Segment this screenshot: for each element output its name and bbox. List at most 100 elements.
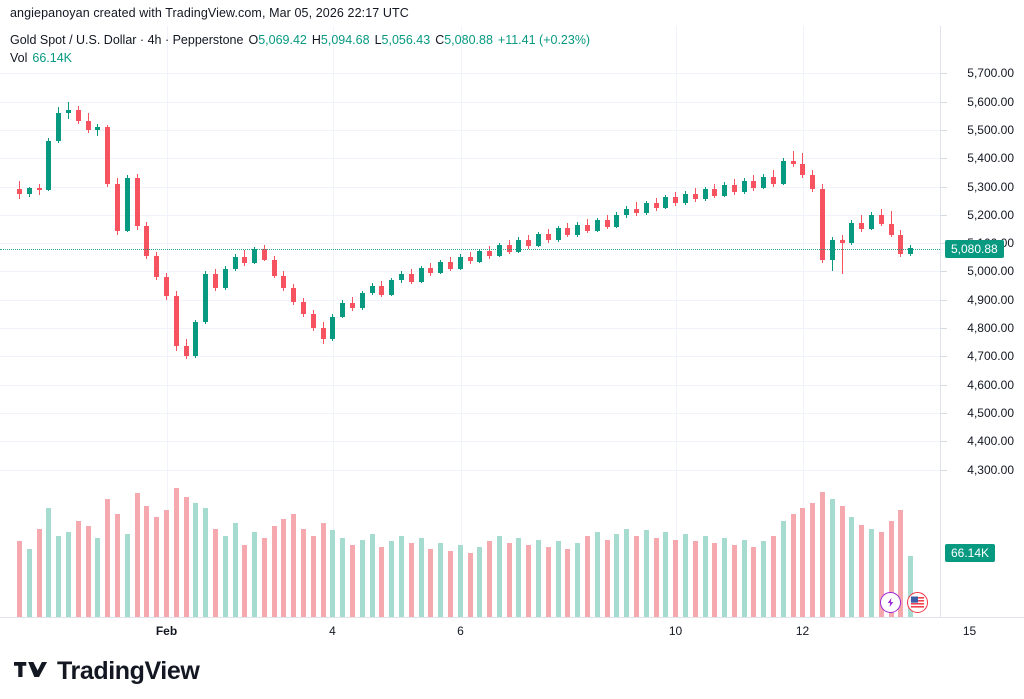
grid-line-horizontal [0, 187, 940, 188]
current-price-line [0, 248, 940, 250]
volume-bar [252, 532, 257, 617]
volume-bar [448, 550, 453, 617]
time-tick-label: 6 [457, 624, 464, 638]
candle-body [663, 197, 668, 208]
volume-bar [634, 535, 639, 617]
volume-bar [791, 513, 796, 617]
candle-body [477, 251, 482, 262]
volume-bar [546, 546, 551, 617]
price-tick-dash [941, 300, 947, 301]
candle-body [830, 240, 835, 261]
candle-body [869, 214, 874, 229]
candle-body [771, 176, 776, 184]
volume-bar [908, 556, 913, 617]
candle-body [497, 245, 502, 256]
candle-body [624, 208, 629, 215]
volume-bar [409, 543, 414, 617]
price-tick-dash [941, 73, 947, 74]
volume-bar [820, 491, 825, 617]
volume-bar [86, 525, 91, 617]
volume-bar [17, 541, 22, 617]
volume-bar [428, 548, 433, 617]
candle-body [507, 245, 512, 252]
volume-bar [703, 535, 708, 617]
lightning-bolt-icon[interactable] [880, 592, 901, 613]
volume-bar [654, 537, 659, 617]
candle-body [810, 175, 815, 190]
grid-line-horizontal [0, 356, 940, 357]
volume-bar [497, 535, 502, 617]
current-price-badge: 5,080.88 [945, 239, 1004, 258]
candle-body [516, 239, 521, 252]
candle-body [712, 189, 717, 196]
volume-bar [76, 521, 81, 617]
candle-body [791, 161, 796, 164]
candle-body [135, 178, 140, 227]
candle-body [164, 277, 169, 297]
volume-bar [223, 535, 228, 617]
volume-bar [438, 543, 443, 617]
time-axis[interactable]: Feb4610121518202426Mar46 [0, 617, 1024, 644]
volume-bar [330, 530, 335, 617]
grid-line-horizontal [0, 215, 940, 216]
volume-bar [761, 541, 766, 617]
candle-body [193, 322, 198, 357]
volume-bar [174, 488, 179, 617]
candle-body [350, 302, 355, 309]
price-tick-dash [941, 215, 947, 216]
candle-body [184, 346, 189, 357]
volume-bar [683, 534, 688, 617]
volume-bar [37, 528, 42, 617]
grid-line-horizontal [0, 470, 940, 471]
chart-plot-area[interactable] [0, 26, 940, 617]
grid-line-horizontal [0, 130, 940, 131]
price-tick-dash [941, 243, 947, 244]
candle-body [751, 180, 756, 188]
candle-body [281, 275, 286, 289]
volume-bar [810, 502, 815, 617]
price-tick-label: 4,800.00 [967, 321, 1014, 335]
volume-bar [154, 517, 159, 617]
volume-bar [242, 545, 247, 617]
candle-body [536, 234, 541, 246]
grid-line-horizontal [0, 413, 940, 414]
candle-body [272, 259, 277, 276]
volume-bar [321, 523, 326, 617]
volume-bar [732, 545, 737, 617]
volume-bar [556, 541, 561, 617]
grid-line-horizontal [0, 102, 940, 103]
volume-bar [781, 521, 786, 617]
price-tick-label: 4,500.00 [967, 405, 1014, 420]
volume-bar [712, 543, 717, 617]
candle-body [95, 126, 100, 131]
candle-body [409, 273, 414, 283]
time-tick-label: 4 [329, 624, 336, 638]
candle-body [722, 185, 727, 196]
candle-body [379, 285, 384, 295]
candle-body [526, 239, 531, 246]
price-axis[interactable]: 5,700.00 5,600.00 5,500.00 5,400.00 5,300.00… [940, 26, 1024, 617]
candle-body [370, 285, 375, 294]
candle-body [585, 224, 590, 232]
price-tick-dash [941, 130, 947, 131]
candle-body [203, 274, 208, 323]
volume-bar [507, 543, 512, 617]
volume-bar [722, 537, 727, 617]
volume-bar [389, 541, 394, 617]
us-flag-icon[interactable] [907, 592, 928, 613]
price-tick-label: 4,600.00 [967, 377, 1014, 392]
candle-body [66, 109, 71, 113]
price-tick-dash [941, 102, 947, 103]
price-tick-dash [941, 470, 947, 471]
chart-corner-badges [880, 592, 928, 613]
grid-line-horizontal [0, 328, 940, 329]
price-tick-label: 5,500.00 [967, 122, 1014, 137]
candle-body [683, 193, 688, 204]
candle-body [321, 328, 326, 340]
candle-body [644, 202, 649, 214]
chart-frame: Gold Spot / U.S. Dollar · 4h · Peppersto… [0, 26, 1024, 644]
volume-bar [477, 546, 482, 617]
volume-bar [115, 513, 120, 617]
price-tick-dash [941, 187, 947, 188]
volume-bar [869, 528, 874, 617]
